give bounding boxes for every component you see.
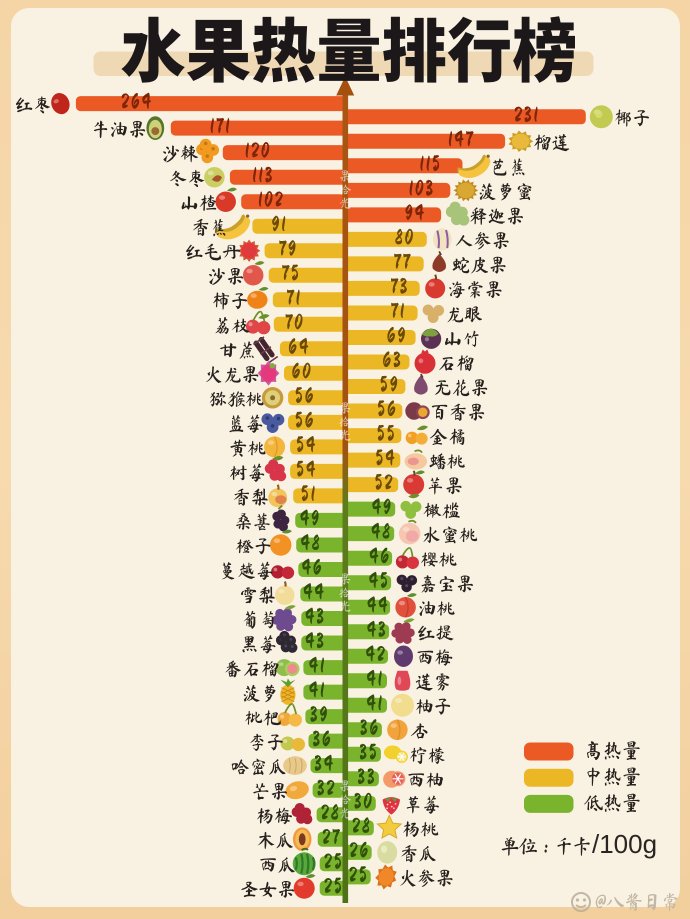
svg-text:/100g: /100g bbox=[592, 829, 657, 859]
